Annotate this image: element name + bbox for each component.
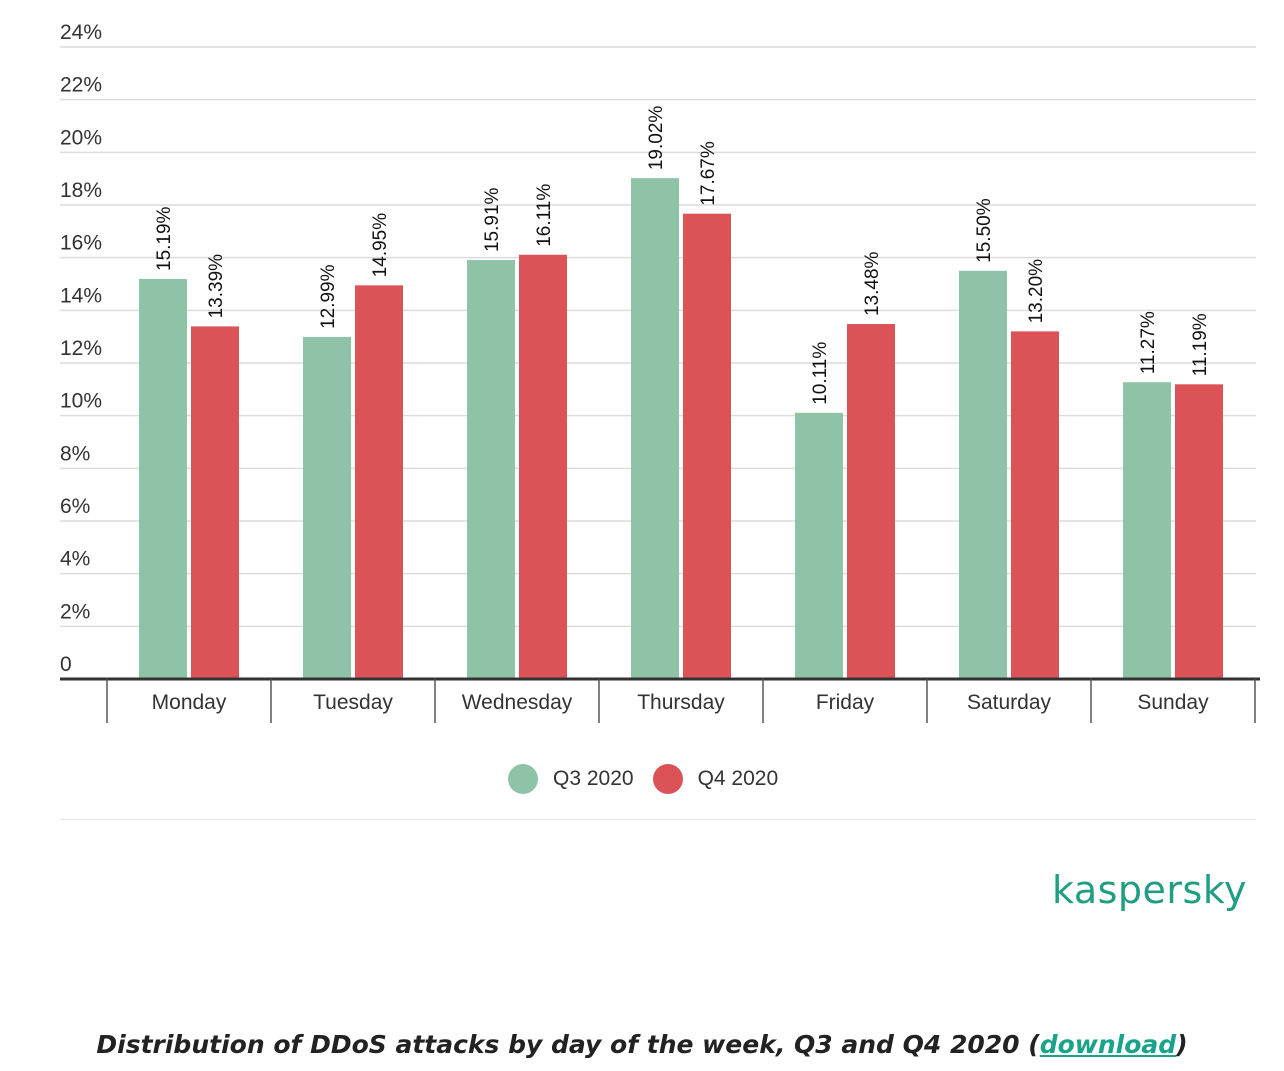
y-tick-label: 14% xyxy=(60,284,102,307)
y-tick-label: 20% xyxy=(60,126,102,149)
data-label: 12.99% xyxy=(318,264,339,329)
data-label: 13.20% xyxy=(1026,259,1047,324)
bar-saturday-q4 xyxy=(1011,331,1059,679)
caption-close: ) xyxy=(1176,1030,1188,1059)
x-tick-label: Saturday xyxy=(967,691,1052,714)
x-tick-label: Thursday xyxy=(637,691,725,714)
bar-sunday-q3 xyxy=(1123,382,1171,679)
bar-tuesday-q4 xyxy=(355,285,403,679)
legend-label-q4: Q4 2020 xyxy=(697,767,779,790)
data-label: 19.02% xyxy=(646,106,667,171)
legend: Q3 2020 Q4 2020 xyxy=(508,764,783,794)
data-label: 13.48% xyxy=(862,251,883,316)
bar-tuesday-q3 xyxy=(303,336,351,679)
data-label: 10.11% xyxy=(810,342,831,405)
data-label: 11.27% xyxy=(1138,311,1159,374)
bar-monday-q3 xyxy=(139,278,187,679)
data-label: 14.95% xyxy=(370,213,391,278)
bar-sunday-q4 xyxy=(1175,384,1223,679)
bars xyxy=(139,178,1223,679)
download-link[interactable]: download xyxy=(1039,1030,1177,1059)
data-label: 15.19% xyxy=(154,206,175,271)
data-label: 13.39% xyxy=(206,254,227,319)
x-tick-label: Monday xyxy=(152,691,227,714)
y-tick-label: 22% xyxy=(60,74,102,97)
legend-label-q3: Q3 2020 xyxy=(553,767,634,790)
data-labels: 15.19% 13.39% 12.99% 14.95% 15.91% 16.11% 19.0… xyxy=(154,106,1211,405)
bar-saturday-q3 xyxy=(959,270,1007,679)
bar-thursday-q4 xyxy=(683,213,731,679)
legend-item-q4[interactable]: Q4 2020 xyxy=(652,764,779,794)
kaspersky-logo: kaspersky xyxy=(1052,868,1247,912)
x-tick-label: Wednesday xyxy=(462,691,573,714)
y-tick-label: 10% xyxy=(60,390,102,413)
legend-swatch-q3 xyxy=(508,764,538,794)
y-tick-label: 8% xyxy=(60,442,90,465)
legend-item-q3[interactable]: Q3 2020 xyxy=(508,764,634,794)
bar-monday-q4 xyxy=(191,326,239,679)
bar-chart: 0 2% 4% 6% 8% 10% 12% 14% 16% 18% 20% 22% 24% 15.19%… xyxy=(60,21,1260,723)
y-tick-label: 6% xyxy=(60,495,90,518)
data-label: 15.50% xyxy=(974,198,995,263)
y-axis-ticks: 0 2% 4% 6% 8% 10% 12% 14% 16% 18% 20% 22% 24% xyxy=(60,21,102,676)
bar-thursday-q3 xyxy=(631,178,679,679)
y-tick-label: 0 xyxy=(60,653,72,676)
y-tick-label: 2% xyxy=(60,600,90,623)
x-tick-label: Sunday xyxy=(1137,691,1209,714)
x-tick-label: Friday xyxy=(816,691,875,714)
bar-wednesday-q4 xyxy=(519,254,567,679)
data-label: 16.11% xyxy=(534,184,555,247)
y-tick-label: 18% xyxy=(60,179,102,202)
figure-caption: Distribution of DDoS attacks by day of t… xyxy=(0,1030,1284,1059)
bar-friday-q4 xyxy=(847,324,895,679)
y-tick-label: 4% xyxy=(60,548,90,571)
bar-wednesday-q3 xyxy=(467,260,515,679)
y-tick-label: 24% xyxy=(60,21,102,44)
data-label: 17.67% xyxy=(698,141,719,206)
separator-line xyxy=(60,819,1256,820)
y-tick-label: 16% xyxy=(60,232,102,255)
legend-swatch-q4 xyxy=(652,764,683,794)
caption-text: Distribution of DDoS attacks by day of t… xyxy=(96,1030,1040,1059)
x-axis: Monday Tuesday Wednesday Thursday Friday Satu… xyxy=(60,677,1260,723)
data-label: 15.91% xyxy=(482,187,503,252)
y-tick-label: 12% xyxy=(60,337,102,360)
data-label: 11.19% xyxy=(1190,313,1211,376)
x-tick-label: Tuesday xyxy=(313,691,393,714)
bar-friday-q3 xyxy=(795,412,843,679)
